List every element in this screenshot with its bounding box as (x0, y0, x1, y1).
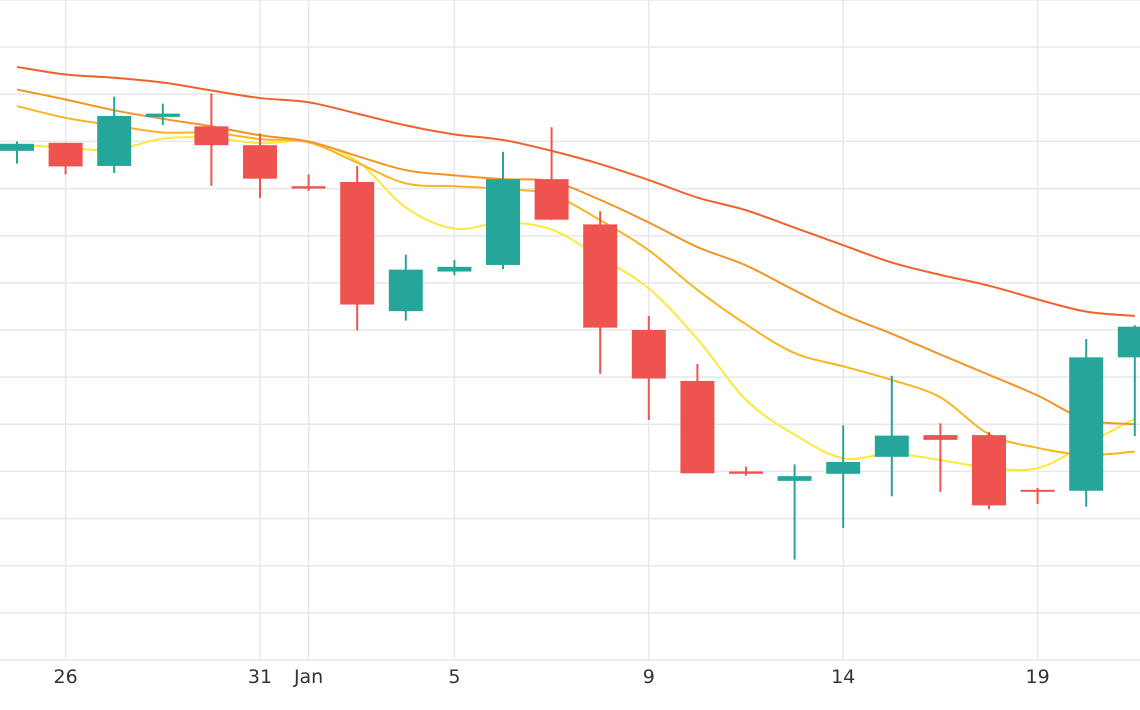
candle-body (631, 330, 666, 379)
candle-up (826, 425, 861, 528)
candle-body (243, 145, 277, 179)
candle-up (486, 151, 520, 270)
candle-body (972, 435, 1006, 506)
candle-down (243, 133, 277, 198)
x-tick-label: 14 (831, 666, 855, 688)
candle-up (874, 375, 909, 497)
candle-down (680, 363, 715, 474)
x-tick-label: 31 (248, 666, 272, 688)
candle-down (194, 93, 229, 186)
candle-body (437, 266, 472, 272)
candle-up (388, 254, 423, 321)
candle-body (194, 126, 229, 146)
candle-body (923, 435, 958, 440)
x-tick-label: 5 (448, 666, 460, 688)
candle-up (777, 464, 812, 560)
candle-body (583, 224, 618, 328)
candle-down (583, 211, 618, 374)
x-tick-label: 26 (54, 666, 78, 688)
candle-body (291, 186, 326, 189)
x-tick-label: Jan (293, 666, 323, 688)
moving-average-line-4 (16, 65, 1135, 317)
candle-body (1117, 326, 1140, 358)
x-axis: 26 31 Jan 5 9 14 19 (54, 666, 1050, 688)
candle-down (291, 174, 326, 191)
candle-down (729, 466, 763, 476)
candle-down (631, 315, 666, 421)
candle-body (777, 476, 812, 481)
candle-down (534, 127, 569, 221)
candle-body (48, 142, 83, 167)
candles (0, 93, 1140, 560)
candle-down (923, 423, 958, 492)
candle-body (680, 380, 715, 474)
candle-body (486, 179, 520, 265)
candle-body (0, 143, 34, 151)
candle-body (1069, 357, 1104, 491)
candle-body (729, 471, 763, 474)
candle-body (826, 462, 861, 474)
candle-up (1117, 325, 1140, 437)
moving-average-line-1 (16, 136, 1136, 472)
x-tick-label: 9 (643, 666, 655, 688)
candle-up (0, 141, 34, 164)
candle-body (145, 113, 180, 117)
moving-average-line-3 (16, 88, 1135, 426)
candle-down (340, 165, 375, 331)
candle-down (972, 431, 1006, 510)
candle-body (534, 179, 569, 220)
candle-down (48, 142, 83, 175)
candle-down (1020, 487, 1055, 504)
candle-body (1020, 489, 1055, 492)
candle-body (874, 435, 909, 457)
candle-body (340, 181, 375, 305)
moving-average-lines (16, 65, 1136, 472)
candle-body (388, 269, 423, 312)
x-tick-label: 19 (1026, 666, 1050, 688)
candle-up (97, 96, 132, 174)
candle-up (1069, 338, 1104, 507)
gridlines (0, 0, 1140, 661)
candle-body (97, 115, 132, 166)
candle-up (437, 260, 472, 276)
candle-up (145, 103, 180, 125)
